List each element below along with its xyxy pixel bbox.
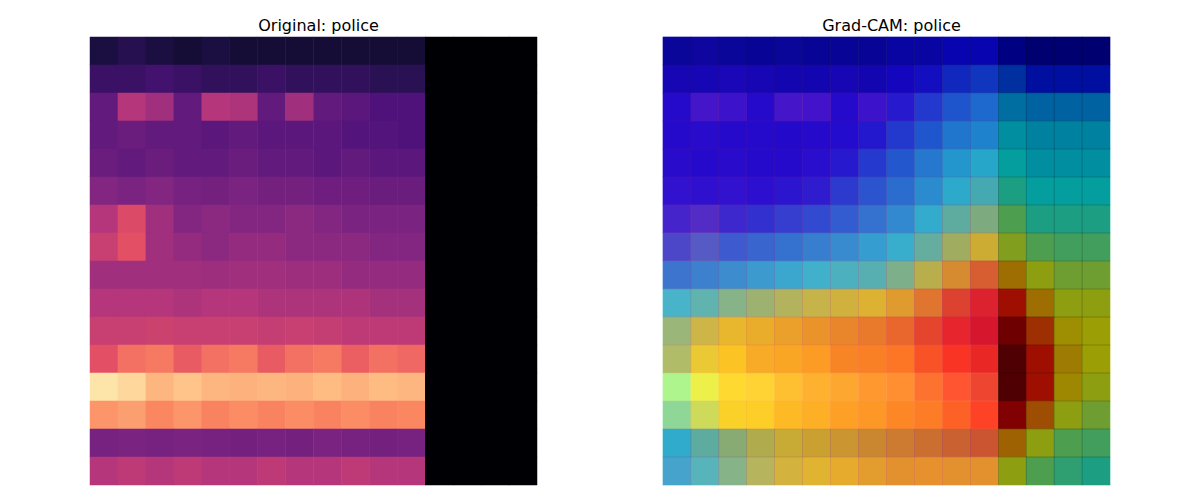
- svg-text:Original: police: Original: police: [258, 16, 379, 35]
- svg-text:Grad-CAM: police: Grad-CAM: police: [822, 16, 961, 35]
